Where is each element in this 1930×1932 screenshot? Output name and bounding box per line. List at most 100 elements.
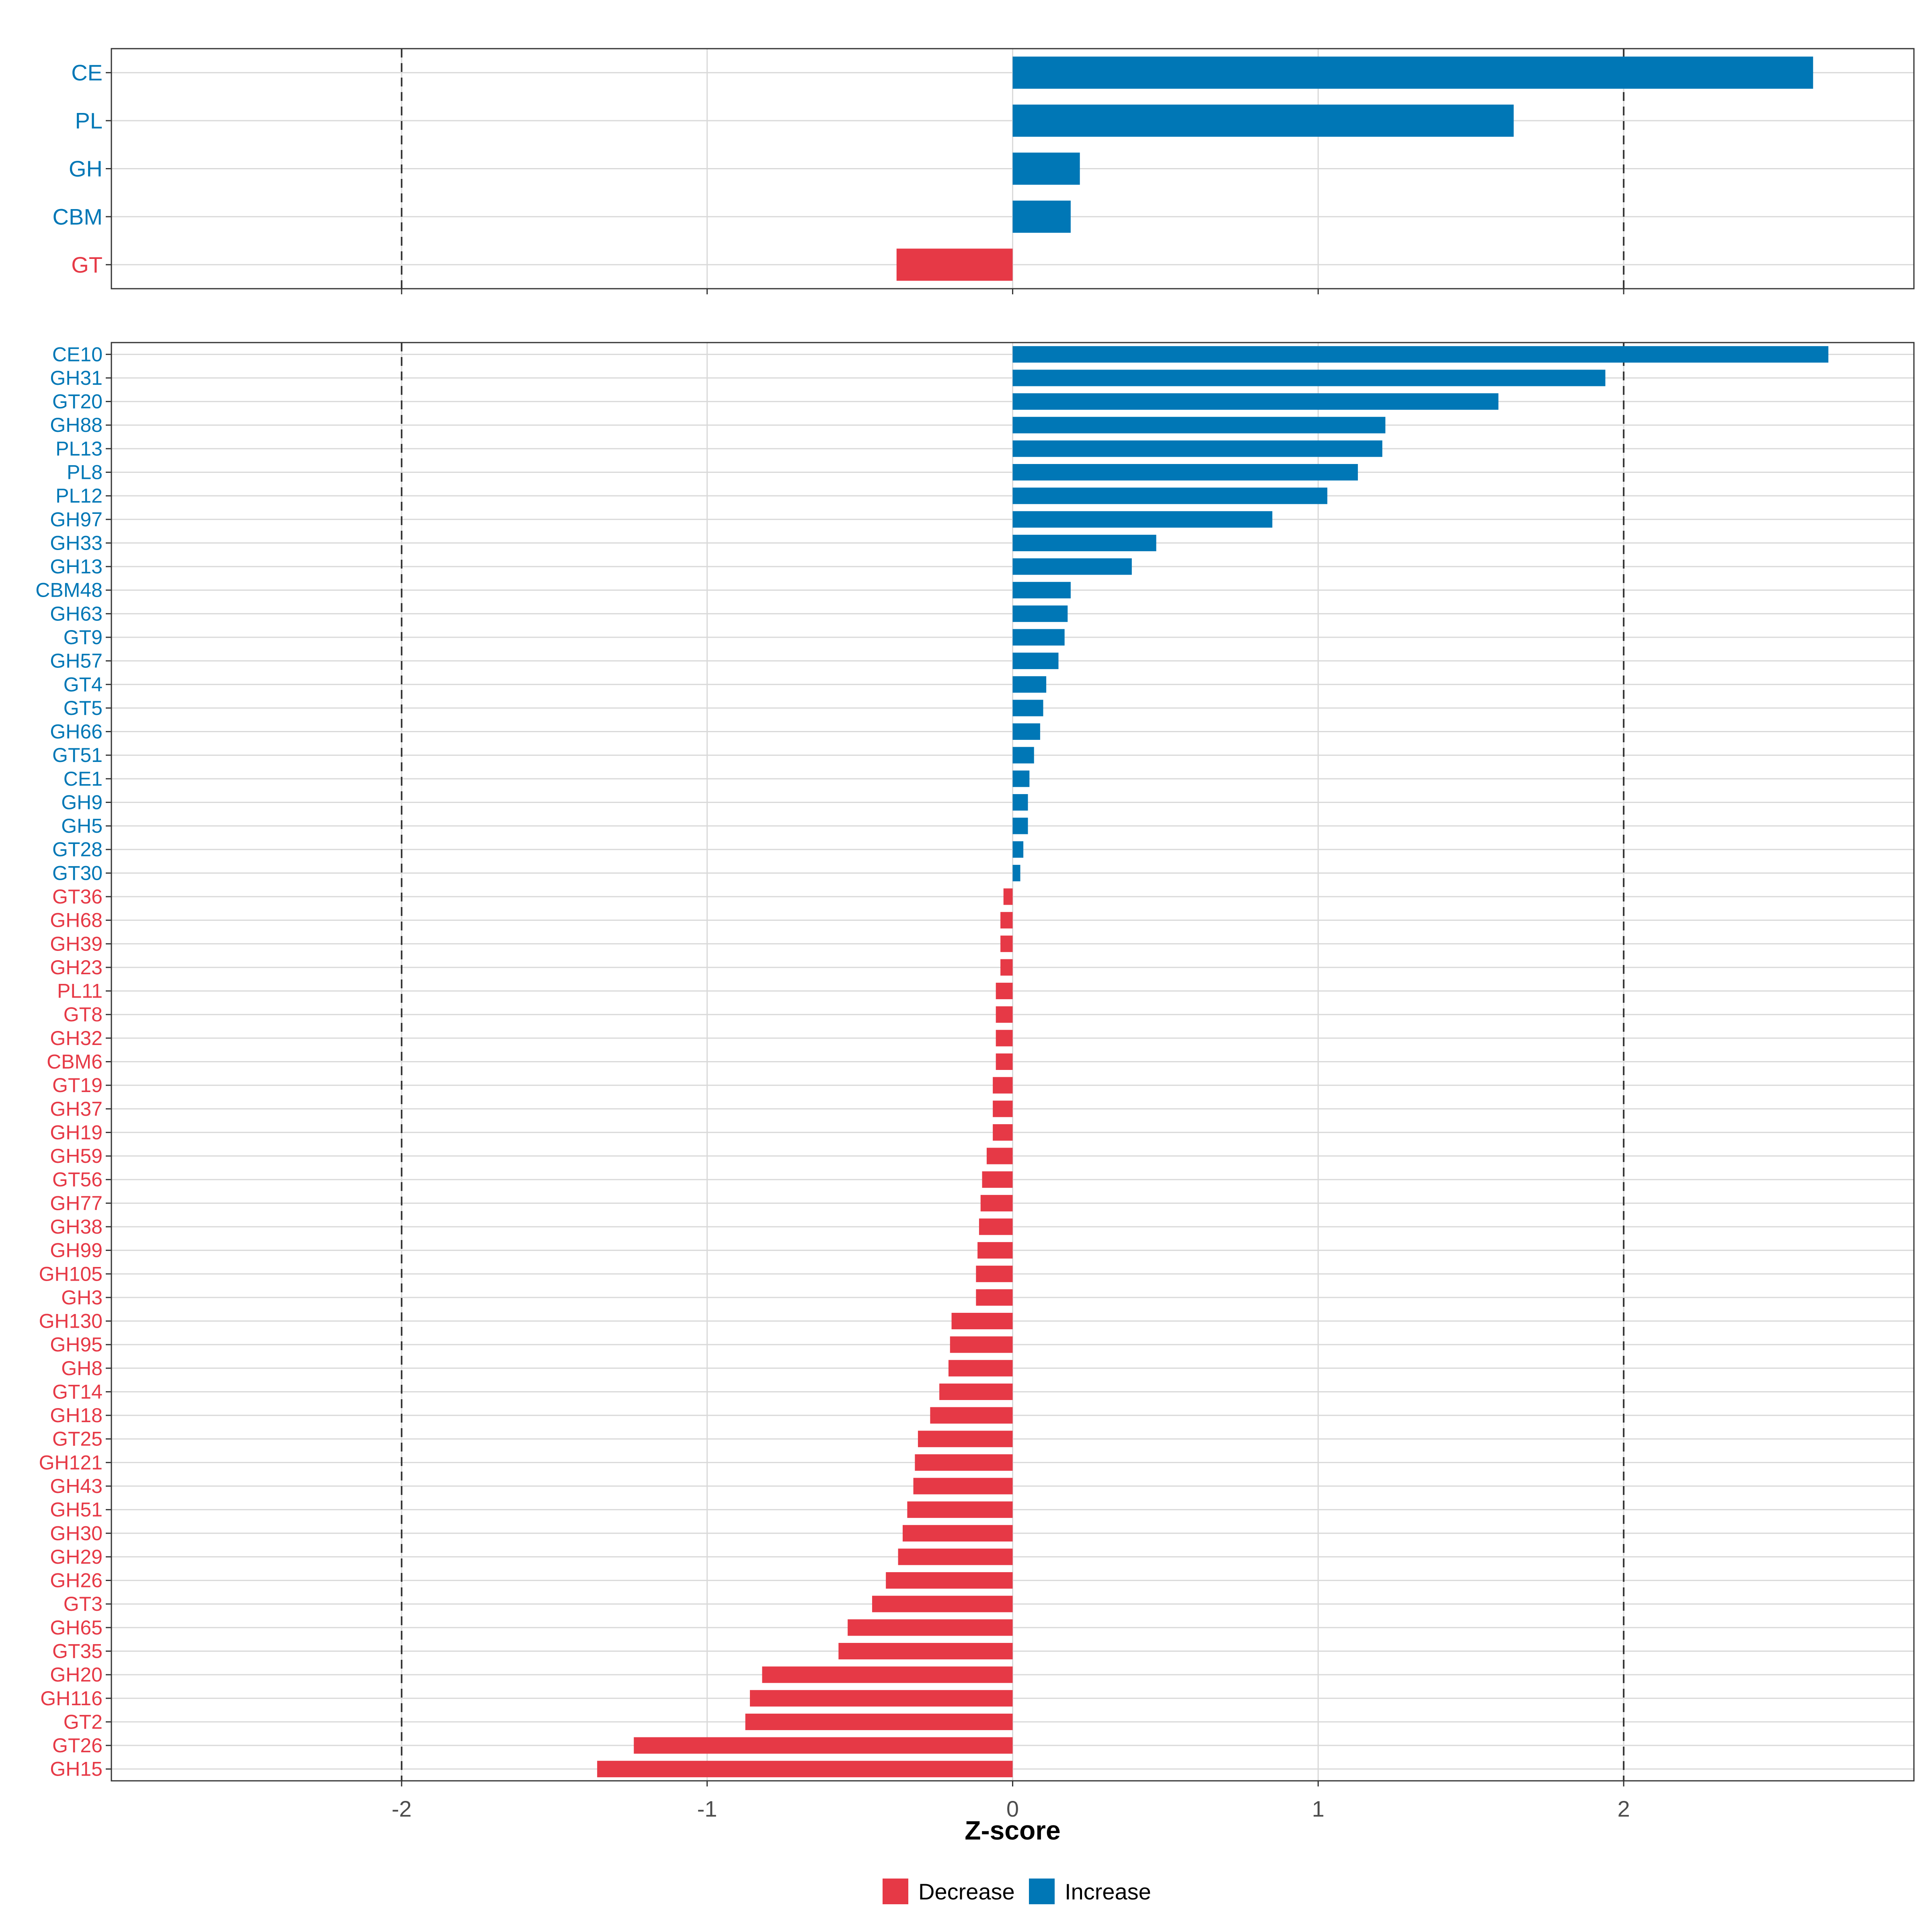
- x-axis-title: Z-score: [965, 1815, 1060, 1845]
- category-label: GH38: [50, 1215, 103, 1238]
- bar-gt3: [872, 1595, 1013, 1612]
- bottom-panel-threshold-lines: [400, 343, 1625, 1781]
- bar-gh51: [907, 1501, 1013, 1518]
- bar-gh31: [1012, 370, 1606, 386]
- category-label: GT8: [64, 1003, 103, 1026]
- bar-gt20: [1012, 393, 1499, 410]
- category-label: GH8: [61, 1357, 103, 1380]
- bottom-panel: CE10GH31GT20GH88PL13PL8PL12GH97GH33GH13C…: [35, 342, 1915, 1786]
- category-label: GH121: [39, 1451, 103, 1474]
- x-tick-label: 0: [1006, 1796, 1019, 1821]
- bar-gt26: [634, 1737, 1013, 1754]
- x-axis-tick-labels: -2 -1 0 1 2: [392, 1796, 1630, 1821]
- category-label: GH97: [50, 508, 103, 531]
- category-label: GT4: [64, 673, 103, 696]
- bar-gt36: [1003, 888, 1013, 905]
- category-label: GH33: [50, 532, 103, 554]
- bar-gh9: [1012, 794, 1028, 811]
- category-label: GH39: [50, 932, 103, 955]
- bottom-panel-bars: [597, 346, 1829, 1778]
- bar-gh30: [902, 1525, 1013, 1542]
- bar-pl13: [1012, 440, 1382, 457]
- bar-gt35: [838, 1643, 1013, 1659]
- category-label: PL8: [67, 461, 103, 484]
- bar-gh130: [951, 1313, 1013, 1330]
- category-label: GT20: [52, 390, 103, 413]
- legend-decrease-swatch: [883, 1879, 908, 1904]
- bar-gt5: [1012, 700, 1043, 717]
- legend-increase-swatch: [1029, 1879, 1055, 1904]
- bar-gh95: [950, 1336, 1013, 1353]
- bar-ce1: [1012, 770, 1030, 787]
- bar-cbm48: [1012, 582, 1071, 599]
- category-label: GT56: [52, 1168, 103, 1191]
- category-label: GH68: [50, 909, 103, 932]
- category-label: GH20: [50, 1663, 103, 1686]
- x-tick-label: 1: [1312, 1796, 1324, 1821]
- category-label: GH66: [50, 721, 103, 743]
- bar-gh39: [1000, 935, 1013, 952]
- category-label: CBM6: [47, 1051, 103, 1073]
- category-label: CE: [71, 60, 103, 85]
- bar-gh97: [1012, 511, 1273, 528]
- category-label: GT9: [64, 626, 103, 649]
- category-label: GH43: [50, 1475, 103, 1497]
- bar-gh63: [1012, 605, 1068, 622]
- top-panel: CE PL GH CBM GT: [53, 48, 1915, 294]
- legend: Decrease Increase: [883, 1879, 1151, 1904]
- bar-gh116: [750, 1690, 1013, 1707]
- legend-decrease-label: Decrease: [918, 1879, 1015, 1904]
- category-label: GT30: [52, 862, 103, 884]
- category-label: GH37: [50, 1098, 103, 1120]
- bar-gh32: [996, 1030, 1013, 1047]
- bar-gh77: [980, 1195, 1013, 1211]
- bar-gt30: [1012, 864, 1020, 881]
- category-label: GH15: [50, 1758, 103, 1780]
- bar-gt25: [918, 1431, 1013, 1447]
- bar-gt2: [745, 1713, 1013, 1730]
- category-label: GH3: [61, 1286, 103, 1309]
- category-label: GH99: [50, 1239, 103, 1262]
- x-tick-label: -2: [392, 1796, 412, 1821]
- top-panel-threshold-lines: [400, 49, 1625, 289]
- category-label: GH13: [50, 555, 103, 578]
- bar-gh15: [597, 1761, 1013, 1778]
- bar-gh19: [993, 1124, 1013, 1141]
- category-label: GT25: [52, 1428, 103, 1450]
- category-label: GH9: [61, 791, 103, 813]
- bar-gt4: [1012, 676, 1047, 693]
- category-label: GT28: [52, 838, 103, 861]
- bar-gh3: [976, 1289, 1013, 1306]
- category-label: PL12: [55, 485, 103, 507]
- bar-gh: [1012, 152, 1080, 185]
- bar-pl8: [1012, 464, 1358, 481]
- category-label: GT14: [52, 1380, 103, 1403]
- top-panel-category-labels: CE PL GH CBM GT: [53, 60, 103, 277]
- bar-gh23: [1000, 959, 1013, 976]
- category-label: GT35: [52, 1640, 103, 1662]
- bar-gt19: [993, 1077, 1013, 1094]
- x-tick-label: -1: [697, 1796, 717, 1821]
- category-label: GH65: [50, 1616, 103, 1639]
- bar-gt28: [1012, 841, 1024, 858]
- bar-gt: [896, 248, 1013, 281]
- category-label: GH95: [50, 1333, 103, 1356]
- bar-cbm6: [996, 1053, 1013, 1070]
- bar-gt9: [1012, 629, 1065, 646]
- bar-gh18: [930, 1407, 1013, 1424]
- category-label: GT51: [52, 744, 103, 766]
- bar-ce: [1012, 56, 1813, 89]
- bar-gh13: [1012, 558, 1132, 575]
- category-label: GH: [69, 156, 103, 181]
- bar-gh88: [1012, 417, 1386, 433]
- bar-pl12: [1012, 487, 1328, 504]
- bar-gh8: [948, 1360, 1013, 1377]
- category-label: GT19: [52, 1074, 103, 1096]
- category-label: GH26: [50, 1569, 103, 1592]
- bar-pl: [1012, 105, 1514, 137]
- top-panel-bars: [896, 56, 1813, 281]
- category-label: GH57: [50, 650, 103, 672]
- category-label: GH19: [50, 1121, 103, 1144]
